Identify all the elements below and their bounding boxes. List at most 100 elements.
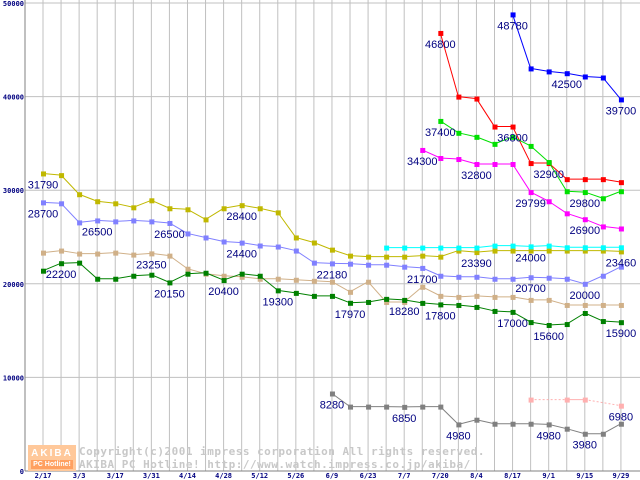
series-segment	[458, 132, 477, 138]
data-point	[582, 431, 588, 437]
data-point	[546, 322, 552, 328]
series-segment	[476, 419, 495, 425]
data-point	[618, 226, 624, 232]
data-point	[366, 299, 372, 305]
data-point	[564, 71, 570, 77]
series-segment	[440, 157, 459, 160]
data-point	[41, 200, 46, 206]
data-point	[600, 75, 606, 81]
data-label: 26500	[82, 226, 113, 238]
site-url-text: AKIBA PC Hotline! http://www.watch.impre…	[79, 458, 471, 471]
data-point	[564, 248, 570, 254]
data-point	[239, 274, 245, 280]
data-point	[293, 235, 299, 241]
data-label: 23460	[606, 257, 637, 269]
series-segment	[440, 275, 459, 278]
series-segment	[476, 245, 495, 249]
series-segment	[548, 162, 568, 180]
data-point	[311, 278, 317, 284]
data-point	[510, 309, 516, 315]
data-label: 24000	[515, 252, 546, 264]
series-segment	[476, 276, 495, 280]
data-point	[402, 297, 408, 303]
data-label: 36800	[497, 133, 528, 145]
series-segment	[476, 98, 495, 127]
series-segment	[494, 310, 513, 313]
x-tick-label: 3/3	[73, 472, 86, 480]
data-point	[510, 12, 516, 18]
data-point	[77, 260, 83, 266]
data-point	[149, 198, 155, 204]
series-segment	[602, 423, 622, 435]
data-label: 24400	[226, 249, 257, 261]
series-blue	[510, 12, 624, 103]
series-segment	[548, 200, 568, 214]
data-point	[257, 243, 263, 249]
series-segment	[548, 299, 567, 306]
data-point	[492, 124, 498, 130]
series-segment	[42, 262, 62, 272]
data-point	[293, 248, 299, 254]
data-point	[77, 251, 83, 257]
series-segment	[277, 289, 296, 294]
data-point	[456, 94, 462, 100]
logo-top-text: AKIBA	[31, 447, 73, 459]
series-segment	[548, 423, 567, 430]
data-point	[618, 421, 624, 427]
series-segment	[512, 311, 531, 323]
y-tick-label: 50000	[3, 0, 24, 8]
data-point	[600, 302, 606, 308]
series-segment	[530, 67, 549, 72]
data-point	[221, 239, 227, 245]
data-point	[582, 281, 588, 287]
x-tick-label: 7/7	[398, 472, 411, 480]
data-point	[311, 240, 317, 246]
series-segment	[349, 263, 369, 266]
series-segment	[277, 246, 296, 252]
data-point	[528, 66, 534, 72]
series-segment	[584, 312, 604, 322]
series-segment	[277, 278, 296, 281]
data-point	[366, 262, 372, 268]
series-segment	[512, 126, 532, 164]
data-point	[348, 261, 354, 267]
series-segment	[115, 275, 134, 280]
series-segment	[548, 70, 567, 74]
data-point	[474, 293, 480, 299]
series-segment	[169, 255, 188, 270]
series-gray	[329, 391, 624, 437]
series-segment	[313, 262, 332, 264]
data-point	[510, 124, 516, 130]
data-point	[348, 404, 354, 410]
data-point	[348, 289, 354, 295]
data-point	[528, 320, 534, 326]
series-segment	[169, 207, 188, 210]
data-point	[528, 143, 534, 149]
data-label: 20700	[515, 283, 546, 295]
data-point	[203, 270, 209, 276]
data-point	[438, 156, 444, 162]
data-point	[600, 273, 606, 279]
x-tick-label: 5/26	[287, 472, 304, 480]
series-segment	[349, 281, 369, 293]
data-point	[239, 271, 245, 277]
data-point	[149, 219, 155, 225]
data-point	[582, 397, 588, 403]
data-point	[618, 249, 624, 255]
data-point	[348, 300, 354, 306]
data-point	[113, 250, 119, 256]
series-segment	[404, 299, 423, 304]
data-point	[492, 421, 498, 427]
data-point	[420, 147, 426, 153]
x-tick-label: 8/4	[470, 472, 483, 480]
series-segment	[133, 252, 152, 256]
data-label: 32800	[461, 170, 492, 182]
logo-bottom-text: PC Hotline!	[31, 459, 73, 469]
data-point	[492, 243, 498, 249]
series-segment	[512, 245, 531, 247]
data-point	[474, 134, 480, 140]
series-segment	[241, 204, 260, 209]
data-point	[329, 261, 335, 267]
data-point	[510, 161, 516, 167]
series-segment	[458, 96, 477, 100]
